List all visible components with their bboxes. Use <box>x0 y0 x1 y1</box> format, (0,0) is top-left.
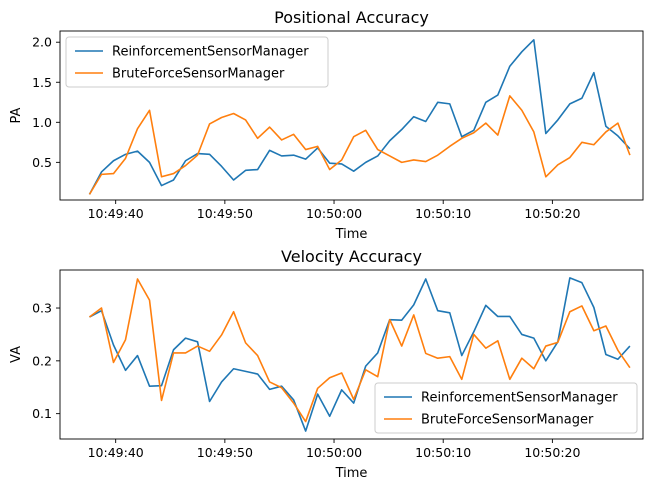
axes-positional-accuracy: 10:49:40 10:49:50 10:50:00 10:50:10 10:50:20… <box>9 8 644 242</box>
legend: ReinforcementSensorManager BruteForceSens… <box>65 36 329 88</box>
legend-label: ReinforcementSensorManager <box>421 391 618 406</box>
x-tick-label: 10:50:20 <box>524 206 580 221</box>
x-axis-label: Time <box>335 227 368 242</box>
y-tick-label: 0.5 <box>32 155 52 170</box>
y-tick-label: 1.5 <box>32 75 52 90</box>
axes-frame <box>59 269 644 440</box>
axes-frame <box>59 30 644 201</box>
y-axis-label: PA <box>9 107 24 123</box>
x-tick-label: 10:49:40 <box>88 445 144 460</box>
x-tick-label: 10:50:10 <box>415 445 471 460</box>
x-tick-label: 10:50:00 <box>306 206 362 221</box>
x-tick-label: 10:49:50 <box>197 445 253 460</box>
legend-box <box>374 382 638 434</box>
chart-title: Velocity Accuracy <box>281 247 422 266</box>
legend-label: BruteForceSensorManager <box>421 413 594 428</box>
y-tick-label: 0.1 <box>32 406 52 421</box>
legend-label: BruteForceSensorManager <box>112 67 285 82</box>
x-tick-label: 10:50:00 <box>306 445 362 460</box>
legend-label: ReinforcementSensorManager <box>112 45 309 60</box>
x-tick-label: 10:49:40 <box>88 206 144 221</box>
x-tick-label: 10:50:10 <box>415 206 471 221</box>
y-tick-label: 0.3 <box>32 301 52 316</box>
y-tick-label: 2.0 <box>32 35 52 50</box>
axes-velocity-accuracy: 10:49:40 10:49:50 10:50:00 10:50:10 10:50:20… <box>9 247 644 481</box>
legend: ReinforcementSensorManager BruteForceSens… <box>374 382 638 434</box>
chart-title: Positional Accuracy <box>274 8 429 27</box>
x-tick-label: 10:49:50 <box>197 206 253 221</box>
x-axis-label: Time <box>335 466 368 481</box>
series-line-1 <box>88 95 631 195</box>
legend-box <box>65 36 329 88</box>
y-tick-label: 0.2 <box>32 353 52 368</box>
x-tick-label: 10:50:20 <box>524 445 580 460</box>
y-axis-label: VA <box>9 346 24 363</box>
y-tick-label: 1.0 <box>32 115 52 130</box>
series-line-1 <box>89 278 631 423</box>
